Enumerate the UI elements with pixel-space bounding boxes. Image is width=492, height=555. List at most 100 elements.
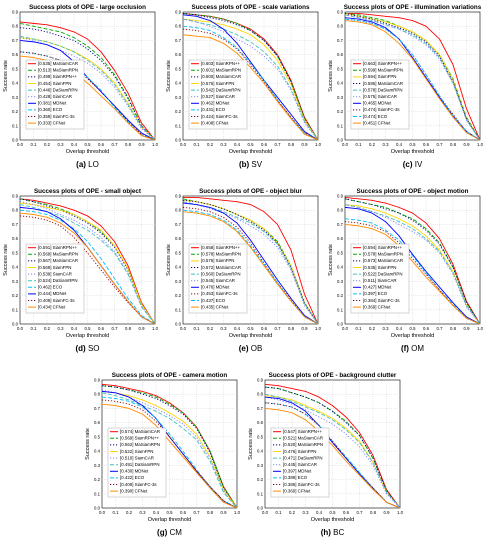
x-tick-label: 1.0 bbox=[477, 326, 484, 331]
y-tick-label: 0.2 bbox=[337, 293, 344, 298]
x-tick-label: 0.0 bbox=[17, 326, 24, 331]
x-axis-label: Overlap threshold bbox=[229, 333, 272, 339]
caption-text: SV bbox=[249, 160, 263, 169]
y-tick-label: 0.9 bbox=[94, 378, 101, 383]
x-tick-label: 0.1 bbox=[194, 142, 201, 147]
y-tick-label: 0.0 bbox=[337, 138, 344, 143]
x-tick-label: 0.8 bbox=[450, 326, 457, 331]
series-line bbox=[264, 383, 401, 509]
series-line bbox=[182, 12, 319, 141]
y-tick-label: 0.8 bbox=[94, 392, 101, 397]
y-tick-label: 0.5 bbox=[257, 434, 264, 439]
series-line bbox=[182, 201, 319, 325]
x-tick-label: 0.9 bbox=[221, 510, 228, 515]
x-tick-label: 0.2 bbox=[369, 142, 376, 147]
x-tick-label: 0.8 bbox=[450, 142, 457, 147]
legend-entry: [0.599] MaSiamRPN bbox=[363, 68, 403, 73]
chart-title: Success plots of OPE - large occlusion bbox=[29, 4, 146, 11]
series-line bbox=[264, 395, 401, 509]
legend-entry: [0.603] SiamRPN++ bbox=[201, 61, 240, 66]
x-tick-label: 0.4 bbox=[153, 510, 160, 515]
x-tick-label: 0.6 bbox=[343, 510, 350, 515]
x-tick-label: 0.7 bbox=[357, 510, 364, 515]
y-axis-label: Success rate bbox=[85, 428, 91, 460]
legend-entry: [0.446] DaSiamRPN bbox=[38, 87, 78, 92]
y-tick-label: 0.0 bbox=[175, 138, 182, 143]
panel-caption: (b) SV bbox=[239, 160, 263, 169]
legend-box bbox=[107, 427, 167, 498]
series-line bbox=[19, 204, 156, 325]
legend-entry: [0.389] ECO bbox=[283, 475, 308, 480]
legend-entry: [0.535] SiamFPN bbox=[363, 265, 396, 270]
series-line bbox=[344, 12, 481, 141]
legend-entry: [0.539] SiamCAR bbox=[38, 271, 72, 276]
caption-text: OB bbox=[249, 344, 263, 353]
x-tick-label: 0.4 bbox=[396, 142, 403, 147]
x-tick-label: 0.9 bbox=[464, 142, 471, 147]
series-line bbox=[182, 12, 319, 141]
legend-entry: [0.573] MaSiamCAR bbox=[363, 258, 403, 263]
x-tick-label: 0.9 bbox=[302, 142, 309, 147]
y-tick-label: 0.4 bbox=[12, 81, 19, 86]
x-tick-label: 0.3 bbox=[221, 142, 228, 147]
y-tick-label: 0.6 bbox=[337, 236, 344, 241]
x-tick-label: 0.5 bbox=[167, 510, 174, 515]
y-tick-label: 0.8 bbox=[175, 24, 182, 29]
chart-title: Success plots of OPE - object motion bbox=[357, 188, 469, 195]
legend-entry: [0.381] MDNet bbox=[38, 101, 67, 106]
caption-text: CM bbox=[167, 528, 182, 537]
x-tick-label: 0.8 bbox=[370, 510, 377, 515]
legend-entry: [0.576] SiamFPN bbox=[201, 258, 234, 263]
y-tick-label: 0.0 bbox=[337, 322, 344, 327]
x-tick-label: 0.7 bbox=[112, 326, 119, 331]
caption-letter: (d) bbox=[76, 344, 87, 353]
x-tick-label: 0.6 bbox=[261, 326, 268, 331]
x-tick-label: 1.0 bbox=[315, 326, 322, 331]
y-tick-label: 0.1 bbox=[175, 307, 182, 312]
y-tick-label: 0.5 bbox=[12, 66, 19, 71]
series-line bbox=[344, 20, 481, 141]
x-tick-label: 0.9 bbox=[139, 326, 146, 331]
x-tick-label: 0.0 bbox=[342, 142, 349, 147]
legend-entry: [0.521] MaSiamCAR bbox=[283, 436, 323, 441]
panel-caption: (g) CM bbox=[157, 528, 182, 537]
x-axis-label: Overlap threshold bbox=[66, 149, 109, 155]
x-tick-label: 0.2 bbox=[207, 326, 214, 331]
x-tick-label: 0.8 bbox=[288, 142, 295, 147]
caption-letter: (f) bbox=[401, 344, 409, 353]
x-tick-label: 0.9 bbox=[384, 510, 391, 515]
y-tick-label: 0.8 bbox=[175, 208, 182, 213]
x-axis-label: Overlap threshold bbox=[391, 333, 434, 339]
legend-entry: [0.510] SiamCAR bbox=[120, 455, 154, 460]
x-tick-label: 0.0 bbox=[99, 510, 106, 515]
series-line bbox=[182, 211, 319, 325]
y-tick-label: 0.1 bbox=[257, 491, 264, 496]
legend-entry: [0.462] ECO bbox=[38, 285, 63, 290]
legend-entry: [0.591] SiamRPN++ bbox=[38, 245, 77, 250]
x-axis-label: Overlap threshold bbox=[391, 149, 434, 155]
x-tick-label: 0.4 bbox=[71, 142, 78, 147]
legend-entry: [0.578] MaSiamRPN bbox=[201, 252, 241, 257]
y-tick-label: 0.2 bbox=[12, 109, 19, 114]
chart-panel-c: Success plots of OPE - illumination vari… bbox=[328, 4, 484, 169]
y-tick-label: 0.5 bbox=[94, 434, 101, 439]
x-tick-label: 0.9 bbox=[464, 326, 471, 331]
y-tick-label: 0.4 bbox=[175, 81, 182, 86]
x-tick-label: 0.0 bbox=[342, 326, 349, 331]
legend-entry: [0.409] SiamFC-3s bbox=[38, 298, 75, 303]
y-tick-label: 0.2 bbox=[94, 477, 101, 482]
series-line bbox=[19, 22, 156, 141]
series-line bbox=[264, 396, 401, 509]
caption-text: IV bbox=[413, 160, 423, 169]
panel-caption: (d) SO bbox=[76, 344, 100, 353]
x-tick-label: 0.5 bbox=[85, 326, 92, 331]
y-tick-label: 0.7 bbox=[94, 406, 101, 411]
x-tick-label: 0.3 bbox=[58, 142, 65, 147]
y-tick-label: 0.3 bbox=[12, 279, 19, 284]
x-tick-label: 0.5 bbox=[248, 326, 255, 331]
legend-entry: [0.575] SiamCAR bbox=[363, 94, 397, 99]
y-tick-label: 0.5 bbox=[337, 250, 344, 255]
x-tick-label: 0.9 bbox=[139, 142, 146, 147]
x-axis-label: Overlap threshold bbox=[148, 517, 191, 523]
